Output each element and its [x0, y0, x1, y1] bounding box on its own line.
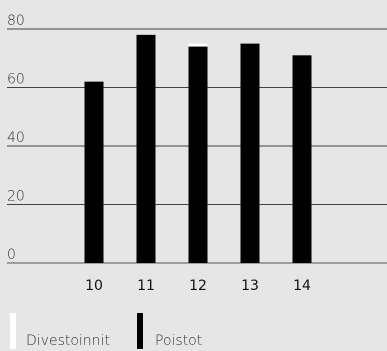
bar-poistot-11 — [136, 34, 156, 263]
y-tick-label-0: 0 — [7, 247, 16, 263]
x-tick-label-14: 14 — [293, 278, 311, 294]
y-tick-label-20: 20 — [7, 189, 25, 205]
legend-swatch-poistot — [137, 313, 143, 349]
bar-poistot-14 — [292, 55, 312, 264]
bar-poistot-13 — [240, 43, 260, 263]
legend: Divestoinnit Poistot — [0, 311, 387, 351]
x-tick-label-11: 11 — [137, 278, 155, 294]
legend-swatch-divestoinnit — [10, 313, 16, 349]
bar-poistot-12 — [188, 46, 208, 263]
bar-poistot-10 — [84, 81, 104, 264]
x-tick-label-10: 10 — [85, 278, 103, 294]
x-tick-label-13: 13 — [241, 278, 259, 294]
bar-divestoinnit-12 — [188, 43, 208, 47]
chart-plot-area: 0 20 40 60 80 10 11 12 13 14 — [7, 13, 387, 294]
y-tick-label-80: 80 — [7, 13, 25, 29]
x-tick-label-12: 12 — [189, 278, 207, 294]
legend-label-poistot: Poistot — [155, 333, 203, 349]
y-tick-label-60: 60 — [7, 72, 25, 88]
y-tick-label-40: 40 — [7, 130, 25, 146]
legend-label-divestoinnit: Divestoinnit — [26, 333, 110, 349]
